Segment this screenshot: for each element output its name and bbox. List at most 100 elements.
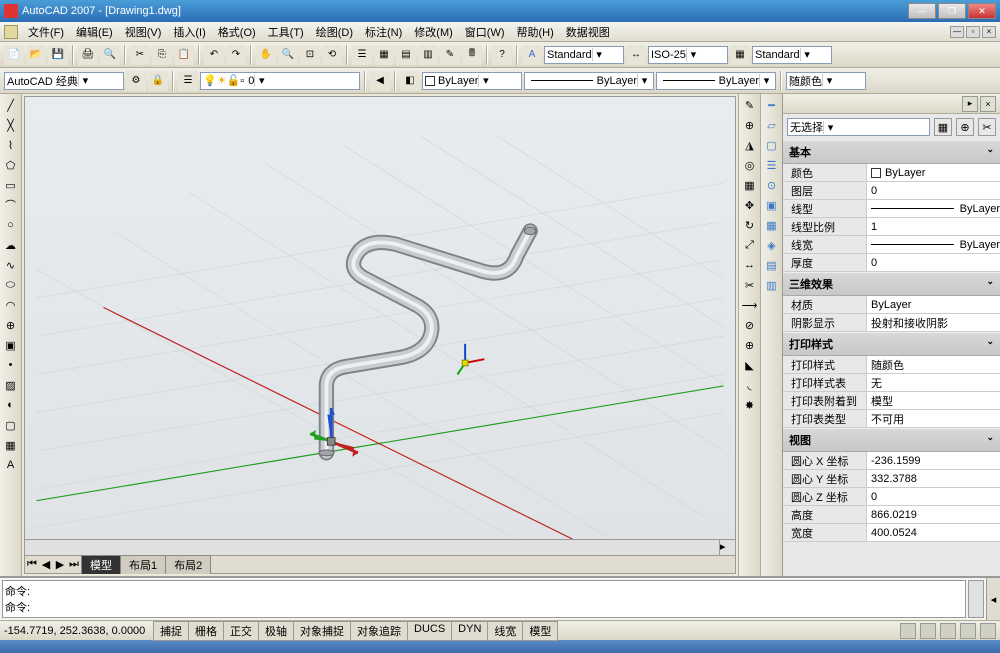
status-toggle[interactable]: 对象追踪 <box>350 621 408 641</box>
dropdown-icon[interactable]: ▾ <box>800 48 814 61</box>
mdi-restore-button[interactable]: ▫ <box>966 26 980 38</box>
prop-material[interactable]: 材质ByLayer <box>783 296 1000 314</box>
gradient-tool[interactable]: ◐ <box>2 396 20 414</box>
pickadd-button[interactable]: ⊕ <box>956 118 974 136</box>
vp-tool3[interactable]: ◈ <box>763 236 781 254</box>
workspace-settings-button[interactable]: ⚙ <box>126 71 146 91</box>
dropdown-icon[interactable]: ▾ <box>478 74 492 87</box>
prop-ptype[interactable]: 打印表类型不可用 <box>783 410 1000 428</box>
fillet-tool[interactable]: ◟ <box>741 376 759 394</box>
designcenter-button[interactable]: ▦ <box>374 45 394 65</box>
zoom-window-button[interactable]: ⊡ <box>300 45 320 65</box>
menu-item[interactable]: 数据视图 <box>560 22 616 42</box>
color-combo[interactable]: ByLayer ▾ <box>422 72 522 90</box>
mdi-minimize-button[interactable]: — <box>950 26 964 38</box>
pan-button[interactable]: ✋ <box>256 45 276 65</box>
insert-tool[interactable]: ⊕ <box>2 316 20 334</box>
status-toggle[interactable]: 模型 <box>522 621 558 641</box>
print-button[interactable]: 🖨 <box>78 45 98 65</box>
tab-layout2[interactable]: 布局2 <box>165 555 211 574</box>
vp-tool5[interactable]: ▥ <box>763 276 781 294</box>
status-toggle[interactable]: DYN <box>451 621 488 641</box>
dropdown-icon[interactable]: ▾ <box>759 74 773 87</box>
selectobj-button[interactable]: ✂ <box>978 118 996 136</box>
markup-button[interactable]: ✎ <box>440 45 460 65</box>
prop-height[interactable]: 高度866.0219 <box>783 506 1000 524</box>
offset-tool[interactable]: ◎ <box>741 156 759 174</box>
prop-thickness[interactable]: 厚度0 <box>783 254 1000 272</box>
group-plot-header[interactable]: 打印样式⌄ <box>783 332 1000 356</box>
tray-annotate-icon[interactable] <box>960 623 976 639</box>
break-tool[interactable]: ⊘ <box>741 316 759 334</box>
scale-tool[interactable]: ⤢ <box>741 236 759 254</box>
menu-item[interactable]: 窗口(W) <box>459 22 511 42</box>
open-button[interactable]: 📂 <box>26 45 46 65</box>
erase-tool[interactable]: ✎ <box>741 96 759 114</box>
dropdown-icon[interactable]: ▾ <box>686 48 700 61</box>
prop-cx[interactable]: 圆心 X 坐标-236.1599 <box>783 452 1000 470</box>
prop-cz[interactable]: 圆心 Z 坐标0 <box>783 488 1000 506</box>
undo-button[interactable]: ↶ <box>204 45 224 65</box>
hscroll-right[interactable]: ▸ <box>719 540 735 555</box>
list-tool[interactable]: ☰ <box>763 156 781 174</box>
area-tool[interactable]: ▱ <box>763 116 781 134</box>
dim-style-combo[interactable]: ISO-25 ▾ <box>648 46 728 64</box>
dropdown-icon[interactable]: ▾ <box>823 121 837 134</box>
line-tool[interactable]: ╱ <box>2 96 20 114</box>
tab-layout1[interactable]: 布局1 <box>120 555 166 574</box>
command-scrollbar[interactable] <box>968 580 984 618</box>
cut-button[interactable]: ✂ <box>130 45 150 65</box>
menu-item[interactable]: 视图(V) <box>119 22 168 42</box>
extend-tool[interactable]: ⟶ <box>741 296 759 314</box>
help-button[interactable]: ? <box>492 45 512 65</box>
color-icon[interactable]: ◧ <box>400 71 420 91</box>
layer-combo[interactable]: 💡☀🔓▫ 0 ▾ <box>200 72 360 90</box>
group-view-header[interactable]: 视图⌄ <box>783 428 1000 452</box>
redo-button[interactable]: ↷ <box>226 45 246 65</box>
palette-close[interactable]: × <box>980 96 996 112</box>
move-tool[interactable]: ✥ <box>741 196 759 214</box>
rotate-tool[interactable]: ↻ <box>741 216 759 234</box>
prop-layer[interactable]: 图层0 <box>783 182 1000 200</box>
prop-lineweight[interactable]: 线宽ByLayer <box>783 236 1000 254</box>
layer-prev-button[interactable]: ◀ <box>370 71 390 91</box>
status-toggle[interactable]: 栅格 <box>188 621 224 641</box>
tab-model[interactable]: 模型 <box>81 555 121 574</box>
tablestyle-icon[interactable]: ▦ <box>730 45 750 65</box>
block-tool[interactable]: ▣ <box>2 336 20 354</box>
copy-button[interactable]: ⎘ <box>152 45 172 65</box>
status-toggle[interactable]: 对象捕捉 <box>293 621 351 641</box>
polyline-tool[interactable]: ⌇ <box>2 136 20 154</box>
distance-tool[interactable]: ━ <box>763 96 781 114</box>
menu-item[interactable]: 工具(T) <box>262 22 310 42</box>
lineweight-combo[interactable]: ByLayer ▾ <box>656 72 776 90</box>
dimstyle-icon[interactable]: ↔ <box>626 45 646 65</box>
region-tool2[interactable]: ▢ <box>763 136 781 154</box>
tray-clean-icon[interactable] <box>940 623 956 639</box>
array-tool[interactable]: ▦ <box>741 176 759 194</box>
dropdown-icon[interactable]: ▾ <box>254 74 268 87</box>
status-toggle[interactable]: 线宽 <box>487 621 523 641</box>
hatch-tool[interactable]: ▨ <box>2 376 20 394</box>
paste-button[interactable]: 📋 <box>174 45 194 65</box>
id-tool[interactable]: ⊙ <box>763 176 781 194</box>
circle-tool[interactable]: ○ <box>2 216 20 234</box>
preview-button[interactable]: 🔍 <box>100 45 120 65</box>
polygon-tool[interactable]: ⬠ <box>2 156 20 174</box>
zoom-prev-button[interactable]: ⟲ <box>322 45 342 65</box>
prop-pstyle[interactable]: 打印样式随颜色 <box>783 356 1000 374</box>
workspace-combo[interactable]: AutoCAD 经典 ▾ <box>4 72 124 90</box>
textstyle-icon[interactable]: A <box>522 45 542 65</box>
rectangle-tool[interactable]: ▭ <box>2 176 20 194</box>
prop-linetype[interactable]: 线型ByLayer <box>783 200 1000 218</box>
trim-tool[interactable]: ✂ <box>741 276 759 294</box>
sheetset-button[interactable]: ▥ <box>418 45 438 65</box>
table-tool[interactable]: ▦ <box>2 436 20 454</box>
tray-lock-icon[interactable] <box>920 623 936 639</box>
text-style-combo[interactable]: Standard ▾ <box>544 46 624 64</box>
tab-next[interactable]: ▶ <box>53 558 67 571</box>
xline-tool[interactable]: ╳ <box>2 116 20 134</box>
drawing-viewport[interactable] <box>25 97 735 539</box>
status-toggle[interactable]: 捕捉 <box>153 621 189 641</box>
status-toggle[interactable]: DUCS <box>407 621 452 641</box>
